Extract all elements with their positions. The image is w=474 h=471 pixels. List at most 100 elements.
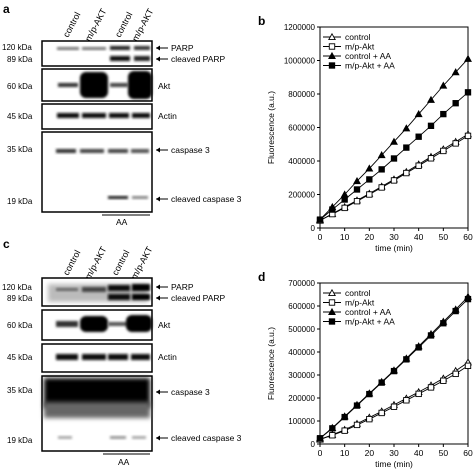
legend-label-b-2: control + AA	[345, 51, 391, 61]
legend-label-d-1: m/p-Akt	[345, 298, 375, 308]
lane-label-c-3: control	[110, 248, 132, 277]
chart-d: 0 100000 200000 300000 400000 500000 600000 700…	[266, 279, 473, 469]
data-point-b-1	[427, 155, 435, 162]
data-point-b-2	[390, 137, 398, 145]
data-point-d-1	[415, 390, 422, 398]
data-point-b-3	[427, 122, 435, 129]
legend-marker-d-3	[328, 318, 336, 325]
y-tick-label-b: 0	[311, 224, 316, 233]
panel-letter-d: d	[258, 270, 265, 284]
x-tick-label-b: 50	[439, 232, 449, 242]
y-tick-label-d: 400000	[288, 348, 315, 357]
arrowhead-a-cleaved-caspase	[156, 196, 160, 202]
data-point-b-3	[390, 155, 398, 162]
x-tick-label-d: 60	[463, 448, 473, 458]
data-point-b-1	[452, 140, 459, 147]
lane-label-c-2: m/p-AKT	[83, 244, 109, 280]
label-c-parp: PARP	[171, 282, 194, 292]
lane-label-a-1: control	[61, 10, 83, 39]
data-point-d-1	[440, 377, 447, 384]
data-point-b-2	[439, 81, 448, 89]
legend-marker-b-3	[328, 62, 336, 69]
data-point-d-3	[427, 332, 435, 339]
data-point-b-2	[451, 68, 460, 76]
x-axis-label-d: time (min)	[375, 459, 413, 469]
y-axis-label-d: Fluorescence (a.u.)	[266, 327, 276, 400]
data-point-d-3	[316, 435, 324, 442]
treatment-label-c: AA	[118, 457, 130, 467]
legend-label-d-3: m/p-Akt + AA	[345, 317, 395, 327]
mw-c-45: 45 kDa	[7, 353, 33, 362]
bands-c-akt	[56, 315, 152, 332]
data-point-d-1	[341, 427, 348, 434]
mw-c-89: 89 kDa	[7, 294, 33, 303]
y-tick-label-d: 500000	[288, 325, 315, 334]
data-point-b-1	[353, 198, 361, 205]
data-point-d-1	[403, 397, 410, 404]
data-point-d-1	[353, 421, 361, 429]
y-tick-label-b: 200000	[288, 191, 315, 200]
data-point-b-3	[440, 110, 447, 118]
label-a-cleaved-parp: cleaved PARP	[171, 54, 226, 64]
data-point-d-3	[440, 320, 447, 327]
data-point-b-1	[378, 184, 385, 191]
mw-c-35: 35 kDa	[7, 386, 33, 395]
x-tick-label-d: 40	[414, 448, 424, 458]
lane-label-c-1: control	[61, 248, 83, 277]
data-point-b-1	[440, 147, 447, 155]
data-point-d-3	[366, 390, 373, 398]
data-point-d-3	[329, 425, 336, 432]
legend-label-b-1: m/p-Akt	[345, 42, 375, 52]
data-point-d-1	[452, 370, 459, 378]
data-point-d-3	[452, 307, 459, 315]
blot-a-caspase	[41, 131, 153, 213]
x-tick-label-d: 30	[389, 448, 399, 458]
arrowhead-c-parp	[156, 284, 160, 290]
legend-marker-b-1	[328, 43, 336, 50]
y-tick-label-d: 200000	[288, 394, 315, 403]
legend-label-b-0: control	[345, 32, 371, 42]
data-point-b-2	[464, 54, 472, 62]
y-tick-label-d: 700000	[288, 279, 315, 288]
data-point-b-3	[316, 216, 324, 223]
mw-c-120: 120 kDa	[2, 283, 32, 292]
y-tick-label-b: 400000	[288, 157, 315, 166]
data-point-d-3	[464, 295, 472, 303]
arrowhead-a-parp	[156, 45, 160, 51]
label-a-parp: PARP	[171, 43, 194, 53]
label-c-akt: Akt	[158, 320, 171, 330]
x-tick-label-b: 20	[365, 232, 375, 242]
mw-c-19: 19 kDa	[7, 436, 33, 445]
arrowhead-c-cleaved-parp	[156, 295, 160, 301]
data-point-b-2	[377, 151, 386, 159]
mw-a-120: 120 kDa	[2, 43, 32, 52]
legend-label-d-0: control	[345, 288, 371, 298]
label-a-cleaved-caspase: cleaved caspase 3	[171, 194, 242, 204]
y-tick-label-b: 1200000	[284, 23, 316, 32]
data-point-b-2	[427, 95, 435, 103]
mw-a-45: 45 kDa	[7, 112, 33, 121]
legend-label-d-2: control + AA	[345, 307, 391, 317]
data-point-d-1	[427, 384, 435, 391]
y-tick-label-b: 1000000	[284, 57, 316, 66]
y-tick-label-d: 600000	[288, 302, 315, 311]
panel-a: a control m/p-AKT control m/p-AKT 120 kD…	[2, 2, 242, 227]
mw-a-60: 60 kDa	[7, 82, 33, 91]
data-point-b-2	[414, 109, 423, 118]
arrowhead-c-cleaved-caspase	[156, 435, 160, 441]
legend-marker-b-0	[328, 32, 336, 41]
data-point-d-1	[378, 409, 385, 417]
data-point-d-3	[341, 413, 348, 421]
label-a-actin: Actin	[158, 111, 177, 121]
y-tick-label-d: 100000	[288, 417, 315, 426]
panel-letter-a: a	[3, 2, 10, 16]
data-point-b-1	[415, 162, 422, 169]
data-point-d-3	[378, 379, 385, 386]
label-c-caspase: caspase 3	[171, 387, 210, 397]
data-point-b-3	[353, 186, 361, 193]
data-point-b-1	[341, 204, 348, 212]
data-point-b-1	[390, 177, 398, 184]
x-tick-label-b: 10	[340, 232, 350, 242]
lane-label-a-2: m/p-AKT	[83, 6, 109, 42]
data-point-b-3	[452, 100, 459, 107]
